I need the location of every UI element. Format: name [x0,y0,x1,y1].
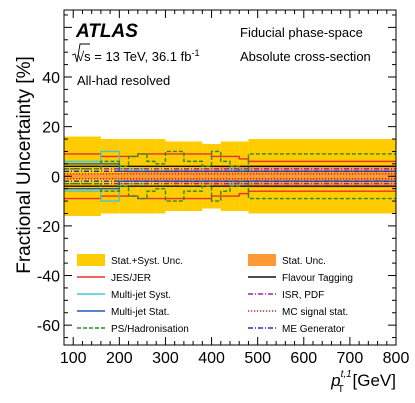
band-stat-unc-bin-15 [239,165,249,187]
energy-label: √s = 13 TeV, 36.1 fb-1 [77,48,200,64]
band-stat-unc-bin-11 [202,167,212,185]
sqrt-sign [71,43,90,63]
xlabel-sup: t,1 [341,369,352,380]
line-ps-hadronisation-up [64,150,396,172]
legend-label-me-generator: ME Generator [282,324,345,335]
legend-swatch-stat-unc [248,254,276,266]
xlabel-sub: T [338,384,344,395]
band-stat-unc-bin-2 [119,172,129,180]
selection-label: All-had resolved [77,73,170,88]
y-axis: -60 -40 -20 0 20 40 [37,14,396,339]
band-stat-unc-bin-9 [183,168,194,184]
band-stat-unc-bin-8 [174,169,184,184]
band-stat-unc-bin-14 [230,166,240,187]
xlabel-unit: [GeV] [348,371,396,390]
band-stat-unc-bin-1 [100,173,120,180]
band-stat-unc-bin-6 [156,170,166,183]
band-stat-unc-bin-10 [193,168,203,185]
xlabel: pt,1 T [GeV] [330,369,396,395]
x-tick-label: 800 [383,350,410,367]
uncertainty-lines [64,150,396,202]
legend-label-multi-jet-stat: Multi-jet Stat. [111,307,169,318]
band-stat-unc-bin-5 [147,170,157,182]
xlabel-main: p [330,371,340,390]
y-tick-label: -40 [37,269,60,286]
legend-label-stat-syst-unc: Stat.+Syst. Unc. [111,256,183,267]
band-stat-unc-bin-13 [220,166,230,186]
y-tick-label: 20 [42,120,60,137]
line-ps-hadronisation-down [64,180,396,202]
legend: Stat.+Syst. Unc. Stat. Unc. JES/JER Flavour… [77,254,353,335]
observable-label: Absolute cross-section [240,49,371,64]
x-tick-label: 400 [198,350,225,367]
legend-label-stat-unc: Stat. Unc. [282,256,326,267]
experiment-label: ATLAS [75,21,138,42]
legend-swatch-stat-syst-unc [77,254,105,266]
x-tick-label: 700 [337,350,364,367]
x-tick-label: 600 [290,350,317,367]
uncertainty-bands [64,136,396,216]
y-tick-label: -60 [37,318,60,335]
legend-label-jes-jer: JES/JER [111,273,151,284]
x-tick-label: 100 [60,350,87,367]
band-stat-unc-bin-4 [137,171,147,182]
energy-label-sup: -1 [191,48,199,58]
band-stat-unc-bin-3 [128,172,138,181]
legend-label-multi-jet-syst: Multi-jet Syst. [111,290,171,301]
legend-label-flavour-tagging: Flavour Tagging [282,273,353,284]
region-label: Fiducial phase-space [240,25,363,40]
y-tick-label: 0 [51,169,60,186]
legend-label-isr-pdf: ISR, PDF [282,290,324,301]
y-tick-label: 40 [42,70,60,87]
band-stat-unc-bin-12 [211,167,221,186]
x-tick-label: 200 [106,350,133,367]
x-tick-label: 500 [244,350,271,367]
legend-label-ps-hadronisation: PS/Hadronisation [111,324,189,335]
x-axis: 100 200 300 400 500 600 700 800 [60,10,410,367]
band-stat-unc-bin-16 [248,165,396,188]
legend-label-mc-signal-stat: MC signal stat. [282,307,348,318]
band-stat-unc-bin-0 [64,173,101,179]
y-tick-label: -20 [37,219,60,236]
x-tick-label: 300 [152,350,179,367]
energy-label-main: √s = 13 TeV, 36.1 fb [77,49,191,64]
band-stat-unc-bin-7 [165,169,175,183]
ylabel: Fractional Uncertainty [%] [14,56,35,274]
